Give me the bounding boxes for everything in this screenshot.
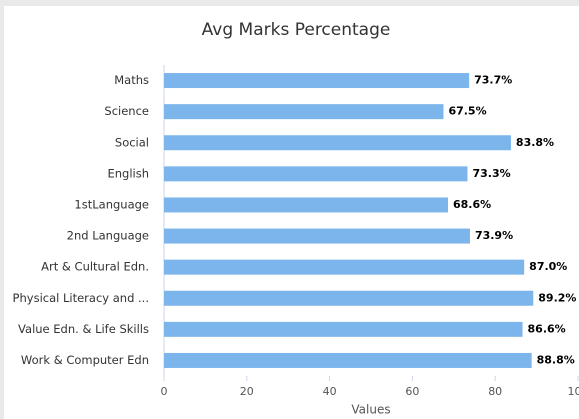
bar — [164, 290, 534, 306]
bar — [164, 228, 470, 244]
x-tick-label: 20 — [240, 385, 254, 398]
y-tick-label: 2nd Language — [67, 229, 149, 243]
y-tick-label: Social — [115, 135, 149, 149]
data-label: 73.3% — [472, 167, 510, 180]
data-label: 83.8% — [516, 136, 554, 149]
x-tick-label: 100 — [568, 385, 579, 398]
data-label: 67.5% — [448, 105, 486, 118]
x-axis-label: Values — [351, 403, 390, 417]
data-label: 68.6% — [453, 198, 491, 211]
bar — [164, 321, 523, 337]
chart-title: Avg Marks Percentage — [202, 20, 391, 40]
data-label: 86.6% — [528, 322, 566, 335]
bar — [164, 104, 444, 120]
bar — [164, 197, 449, 213]
data-label: 89.2% — [538, 291, 576, 304]
bar — [164, 166, 468, 182]
y-tick-label: Value Edn. & Life Skills — [18, 322, 149, 336]
x-tick-label: 40 — [323, 385, 337, 398]
bar — [164, 135, 511, 151]
y-tick-label: Maths — [114, 73, 149, 87]
y-tick-label: Art & Cultural Edn. — [41, 260, 149, 274]
x-tick-label: 80 — [488, 385, 502, 398]
y-tick-label: Science — [104, 104, 149, 118]
bar — [164, 352, 532, 368]
y-tick-label: English — [107, 166, 149, 180]
bar — [164, 259, 525, 275]
data-label: 73.9% — [475, 229, 513, 242]
y-tick-label: Physical Literacy and ... — [13, 291, 149, 305]
y-tick-label: Work & Computer Edn — [21, 353, 149, 367]
y-tick-label: 1stLanguage — [74, 197, 149, 211]
data-label: 73.7% — [474, 74, 512, 87]
x-tick-label: 60 — [405, 385, 419, 398]
data-label: 87.0% — [529, 260, 567, 273]
bar — [164, 73, 470, 89]
x-tick-label: 0 — [161, 385, 168, 398]
data-label: 88.8% — [537, 353, 575, 366]
